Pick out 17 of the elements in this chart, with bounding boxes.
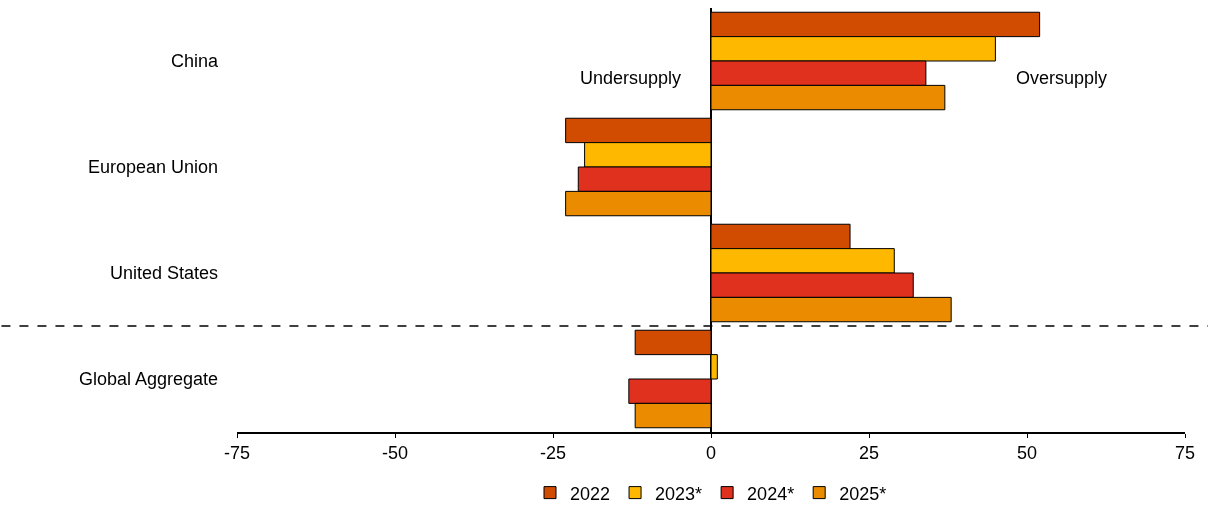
x-tick-label: 50 <box>1016 443 1038 464</box>
y-tick-label: China <box>170 51 219 72</box>
y-tick-label: European Union <box>87 157 218 178</box>
legend-label: 2022 <box>570 483 611 504</box>
x-tick-label: -75 <box>223 443 251 464</box>
annotation: Undersupply <box>580 68 682 88</box>
legend-label: 2025* <box>839 483 887 504</box>
legend-label: 2023* <box>655 483 703 504</box>
legend-label: 2024* <box>747 483 795 504</box>
y-tick-label: United States <box>109 263 218 284</box>
x-tick-label: -25 <box>539 443 567 464</box>
x-tick-label: 0 <box>705 443 717 464</box>
x-tick-label: -50 <box>381 443 409 464</box>
y-tick-label: Global Aggregate <box>78 369 218 390</box>
x-tick-label: 25 <box>858 443 880 464</box>
annotation: Oversupply <box>1016 68 1108 88</box>
x-tick-label: 75 <box>1174 443 1196 464</box>
